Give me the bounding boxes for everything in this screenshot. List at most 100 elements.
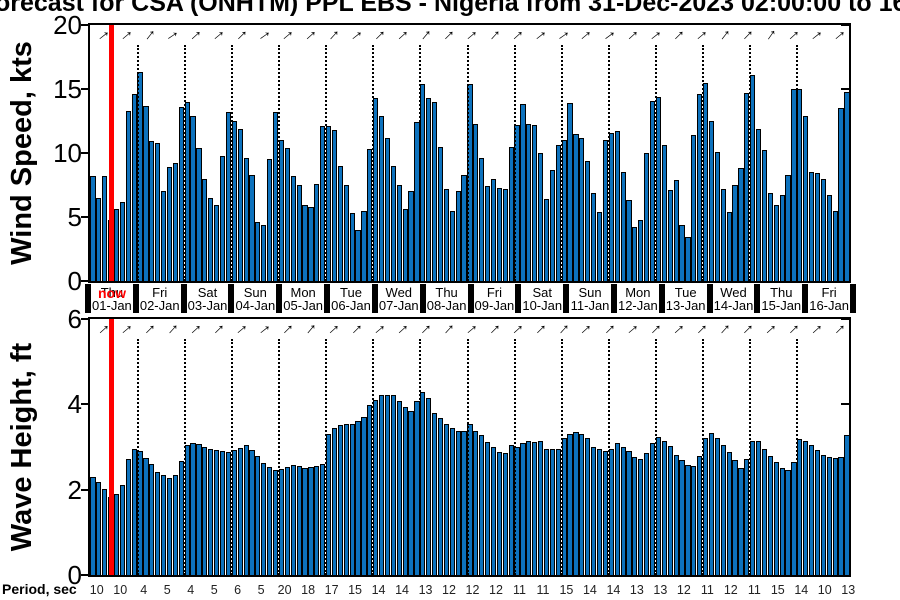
wind-ytick-mark (81, 216, 89, 218)
wind-bar (349, 213, 355, 281)
day-boundary-gridline (325, 339, 328, 575)
period-value: 4 (187, 583, 195, 597)
wave-bar (538, 440, 544, 575)
wind-bar (267, 159, 273, 281)
wave-bar (208, 449, 214, 575)
day-label: Sat 10-Jan (521, 284, 570, 313)
wind-ytick-mark (841, 280, 849, 282)
wind-ytick-mark (81, 152, 89, 154)
wave-bar (90, 476, 96, 575)
wind-bar (208, 197, 214, 281)
period-value: 11 (512, 583, 526, 597)
wave-bar (172, 474, 179, 575)
day-date: 06-Jan (331, 298, 371, 313)
day-boundary-gridline (701, 45, 704, 281)
wave-bar (337, 424, 343, 575)
period-value: 12 (723, 583, 738, 597)
wind-bar (455, 191, 461, 281)
period-axis-caption: Period, sec (2, 581, 77, 597)
wave-bar (320, 464, 326, 575)
period-value: 10 (817, 583, 832, 597)
wave-bar (331, 427, 338, 575)
wind-bar (390, 165, 396, 281)
day-name: Tue (674, 285, 697, 300)
wave-ytick-mark (841, 318, 849, 320)
wave-bar (644, 452, 650, 575)
wave-bar (272, 470, 279, 575)
period-value: 12 (676, 583, 691, 597)
wave-bar (96, 482, 102, 575)
period-value: 14 (582, 583, 597, 597)
wind-bar (673, 179, 679, 281)
wind-bar (396, 185, 402, 281)
wind-bar (119, 201, 125, 281)
day-boundary-gridline (466, 339, 469, 575)
wind-bar (414, 122, 420, 281)
wind-bar (720, 188, 726, 281)
day-boundary-gridline (654, 339, 657, 575)
wave-bar (255, 456, 261, 575)
day-name: Fri (152, 285, 168, 300)
wind-bar (190, 115, 196, 281)
wind-bar (131, 94, 137, 281)
day-boundary-gridline (513, 45, 516, 281)
wave-bar (219, 451, 226, 575)
wave-ytick-label: 6 (67, 304, 82, 334)
wind-ytick-label: 0 (67, 266, 82, 296)
day-date: 03-Jan (187, 298, 228, 313)
wave-bar (814, 450, 821, 575)
wave-bar (673, 454, 679, 575)
period-value: 20 (277, 583, 292, 597)
period-value: 11 (536, 583, 550, 597)
wind-bar (744, 92, 750, 281)
wave-bar (367, 404, 373, 575)
day-date: 07-Jan (378, 298, 419, 313)
wave-bar (214, 450, 220, 575)
wave-bar (755, 441, 762, 575)
period-value: 14 (794, 583, 809, 597)
wind-bar (290, 176, 296, 281)
wave-bar (661, 440, 667, 575)
wind-ytick-mark (841, 24, 849, 26)
wave-bar (596, 449, 603, 575)
wind-bar (579, 137, 585, 281)
wave-ytick-mark (81, 318, 89, 320)
wind-bar (614, 131, 620, 281)
wave-bar (267, 467, 273, 575)
wind-bar (679, 224, 685, 281)
day-date: 12-Jan (617, 298, 658, 313)
period-value: 5 (163, 583, 171, 597)
day-boundary-gridline (560, 339, 563, 575)
wave-bar (449, 428, 455, 575)
day-boundary-gridline (654, 45, 657, 281)
wave-bar (161, 474, 167, 575)
day-label: Tue 13-Jan (665, 284, 713, 313)
wind-bar (302, 205, 308, 281)
wind-bar (361, 210, 367, 281)
wind-bar (620, 172, 626, 281)
day-boundary-gridline (278, 45, 281, 281)
wind-axis-title: Wind Speed, kts (6, 41, 38, 265)
day-label-strip: Thu 01-Jan Fri 02-Jan Sat 03-Jan Sun 04-Jan Mon 0… (85, 284, 856, 313)
day-label: Mon 05-Jan (282, 284, 331, 313)
wind-bar (644, 153, 650, 281)
wind-bar (532, 124, 538, 281)
wave-bar (443, 424, 449, 575)
wave-bar (314, 466, 320, 575)
wave-bar (166, 478, 173, 575)
day-label: Fri 02-Jan (139, 284, 187, 313)
wave-bar (579, 434, 585, 575)
wind-bar (343, 185, 349, 281)
day-boundary-gridline (466, 45, 469, 281)
wave-bar (508, 445, 514, 575)
wind-bar (761, 150, 768, 281)
period-value: 5 (257, 583, 265, 597)
wind-bar (219, 155, 226, 281)
wind-bar (337, 165, 343, 281)
wind-bar (520, 104, 526, 281)
wind-bar (113, 209, 120, 281)
day-boundary-gridline (560, 45, 563, 281)
day-boundary-gridline (748, 339, 751, 575)
wave-bar (178, 460, 184, 575)
